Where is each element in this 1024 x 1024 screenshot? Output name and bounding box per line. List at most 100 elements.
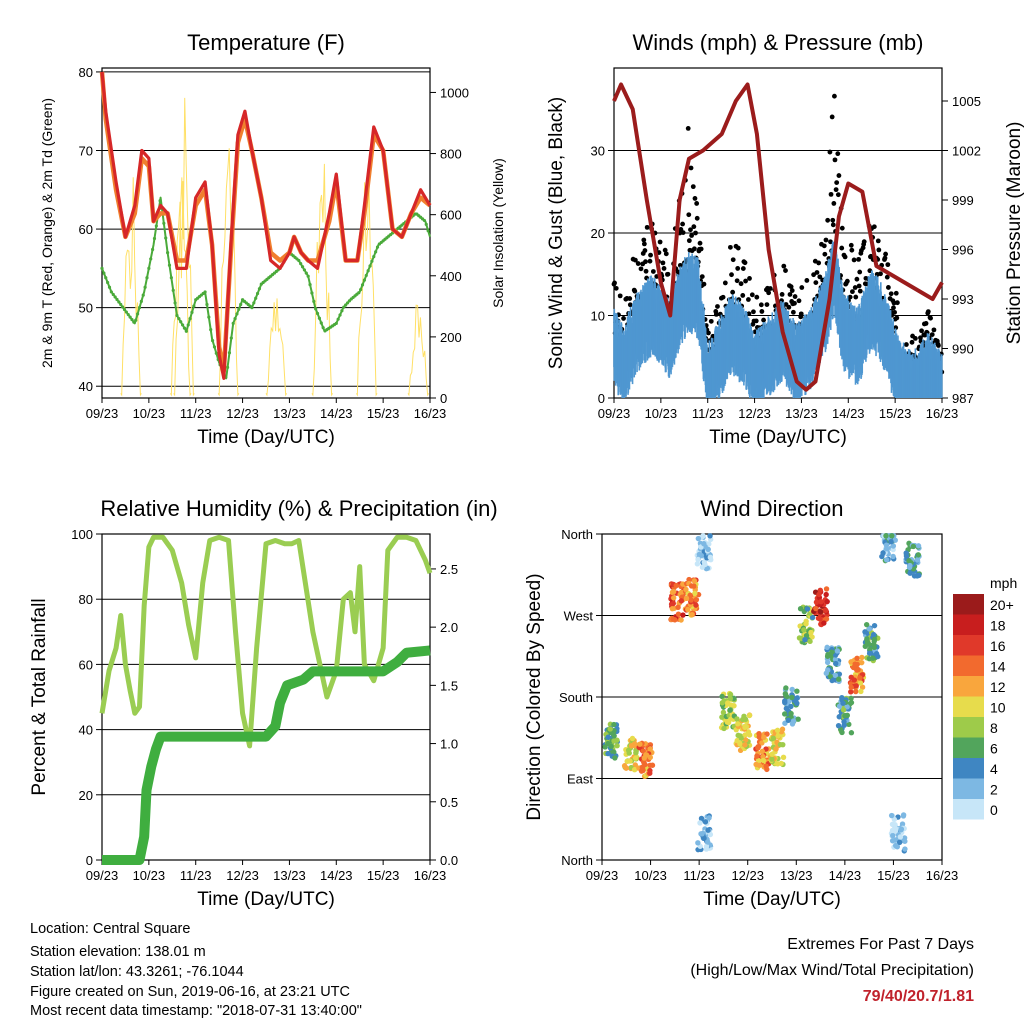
- direction-point: [702, 819, 709, 825]
- legend-swatch: [953, 676, 984, 697]
- gust-point: [851, 257, 857, 263]
- gust-point: [647, 258, 653, 264]
- dewpoint-point: [186, 323, 190, 327]
- gust-point: [657, 239, 663, 245]
- legend-swatch: [953, 635, 984, 656]
- dewpoint-point: [362, 278, 366, 282]
- direction-point: [911, 573, 918, 579]
- legend-label: 8: [990, 720, 998, 736]
- direction-point: [859, 654, 865, 661]
- info-elevation: Station elevation: 138.01 m: [30, 944, 206, 960]
- gust-point: [644, 224, 650, 230]
- x-tick-label: 14/23: [320, 868, 353, 883]
- gust-point: [871, 224, 877, 230]
- direction-point: [832, 672, 839, 679]
- y-right-tick-label: 999: [952, 193, 974, 208]
- direction-point: [688, 597, 694, 603]
- dewpoint-point: [136, 312, 140, 316]
- x-tick-label: 13/23: [273, 868, 306, 883]
- gust-point: [876, 247, 882, 253]
- dewpoint-point: [111, 292, 115, 297]
- direction-point: [742, 724, 748, 730]
- direction-point: [873, 650, 880, 657]
- extremes-subtitle: (High/Low/Max Wind/Total Precipitation): [690, 962, 974, 979]
- gust-point: [828, 191, 834, 197]
- dewpoint-point: [113, 295, 117, 299]
- direction-point: [746, 712, 753, 719]
- dewpoint-point: [106, 280, 110, 285]
- y-tick-label: 100: [71, 527, 93, 542]
- direction-point: [705, 839, 711, 845]
- direction-point: [889, 838, 896, 844]
- gust-point: [686, 238, 692, 244]
- direction-point: [880, 550, 886, 556]
- x-tick-label: 12/23: [226, 868, 259, 883]
- dewpoint-point: [255, 291, 260, 296]
- gust-point: [685, 125, 691, 131]
- x-axis-label: Time (Day/UTC): [709, 427, 847, 448]
- direction-point: [789, 686, 795, 693]
- dewpoint-point: [149, 257, 153, 261]
- gust-point: [842, 254, 848, 260]
- dewpoint-point: [210, 339, 215, 343]
- dewpoint-point: [252, 301, 256, 305]
- direction-point: [774, 727, 781, 733]
- direction-point: [669, 605, 676, 612]
- direction-point: [854, 661, 860, 668]
- y-right-tick-label: 996: [952, 243, 974, 258]
- dewpoint-point: [319, 321, 323, 325]
- direction-point: [888, 812, 895, 819]
- gust-point: [650, 269, 656, 274]
- gust-point: [856, 283, 862, 289]
- gust-point: [781, 263, 787, 269]
- y-right-axis-label: Solar Insolation (Yellow): [490, 158, 506, 308]
- gust-point: [822, 251, 828, 257]
- direction-point: [740, 716, 746, 723]
- x-tick-label: 16/23: [414, 868, 447, 883]
- direction-point: [848, 730, 855, 736]
- y-right-tick-label: 600: [440, 208, 462, 223]
- gust-point: [677, 262, 683, 268]
- dewpoint-point: [374, 250, 378, 254]
- direction-point: [680, 581, 686, 587]
- dewpoint-point: [121, 305, 125, 309]
- y-right-tick-label: 0.5: [440, 795, 458, 810]
- extremes-title: Extremes For Past 7 Days: [787, 936, 974, 953]
- direction-point: [783, 705, 790, 712]
- dewpoint-point: [154, 224, 158, 228]
- direction-point: [607, 726, 613, 732]
- legend-label: 14: [990, 659, 1006, 675]
- direction-point: [817, 609, 824, 615]
- gust-point: [925, 309, 931, 315]
- gust-point: [832, 93, 837, 99]
- y-tick-label: 0: [86, 853, 93, 868]
- direction-point: [707, 831, 714, 838]
- gust-point: [738, 281, 744, 287]
- legend-swatch: [953, 737, 984, 758]
- dewpoint-point: [175, 313, 179, 318]
- gust-point: [727, 244, 733, 250]
- direction-point: [840, 700, 846, 706]
- x-tick-label: 15/23: [879, 406, 912, 421]
- gust-point: [759, 309, 765, 314]
- gust-point: [742, 260, 748, 266]
- direction-point: [788, 710, 794, 717]
- x-tick-label: 16/23: [926, 406, 959, 421]
- direction-point: [857, 675, 863, 681]
- direction-point: [813, 599, 820, 605]
- direction-point: [735, 721, 741, 727]
- gust-point: [825, 217, 831, 223]
- gust-point: [928, 315, 933, 321]
- gust-point: [641, 237, 647, 243]
- gust-point: [894, 315, 900, 321]
- direction-point: [823, 591, 829, 598]
- direction-point: [637, 741, 643, 747]
- direction-point: [883, 557, 890, 563]
- direction-point: [781, 711, 788, 717]
- direction-point: [795, 716, 801, 722]
- direction-point: [870, 655, 876, 661]
- direction-point: [853, 683, 859, 689]
- gust-point: [720, 294, 726, 300]
- direction-point: [907, 570, 913, 576]
- direction-point: [892, 537, 898, 543]
